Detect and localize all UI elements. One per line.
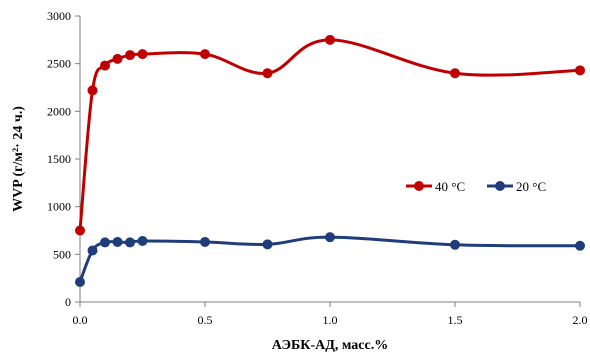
y-tick-label: 3000 [47, 9, 71, 23]
series-line [78, 38, 581, 231]
data-point [125, 237, 135, 248]
y-axis-title: WVP (г/м²· 24 ч.) [11, 106, 26, 212]
x-axis-title: АЭБК-АД, масс.% [272, 338, 388, 353]
series-layer [75, 34, 585, 287]
data-point [450, 239, 460, 250]
data-point [325, 34, 335, 45]
legend-label: 40 °C [435, 179, 465, 194]
data-point [575, 65, 585, 76]
data-point [137, 49, 148, 60]
x-tick-label: 1.5 [448, 313, 463, 327]
data-point [112, 53, 123, 64]
data-point [75, 225, 85, 236]
x-tick-label: 0.5 [198, 313, 213, 327]
legend-marker [495, 181, 505, 191]
y-tick-label: 0 [65, 295, 71, 309]
data-point [262, 68, 273, 79]
legend-label: 20 °C [516, 179, 546, 194]
data-point [450, 68, 460, 79]
axes: 0 500 1000 1500 2000 2500 3000 0.0 0.5 1.0 1.5 2.0 [47, 9, 588, 327]
series-0 [75, 34, 585, 236]
data-point [112, 236, 123, 247]
series-line [78, 235, 581, 283]
x-tick-label: 1.0 [323, 313, 338, 327]
x-tick-label: 2.0 [573, 313, 588, 327]
data-point [200, 236, 210, 247]
data-point [87, 245, 98, 256]
data-point [575, 240, 585, 251]
y-tick-label: 2000 [47, 104, 71, 118]
legend-marker [414, 181, 424, 191]
data-point [137, 235, 148, 246]
y-tick-label: 500 [53, 247, 71, 261]
data-point [100, 237, 110, 248]
data-point [125, 50, 135, 61]
y-tick-label: 1000 [47, 200, 71, 214]
data-point [325, 232, 335, 243]
y-tick-label: 2500 [47, 57, 71, 71]
series-1 [75, 232, 585, 287]
x-tick-label: 0.0 [73, 313, 88, 327]
data-point [87, 85, 98, 96]
legend: 40 °C 20 °C [406, 179, 546, 194]
y-tick-label: 1500 [47, 152, 71, 166]
data-point [262, 239, 273, 250]
data-point [200, 49, 210, 60]
data-point [100, 60, 110, 71]
data-point [75, 276, 85, 287]
